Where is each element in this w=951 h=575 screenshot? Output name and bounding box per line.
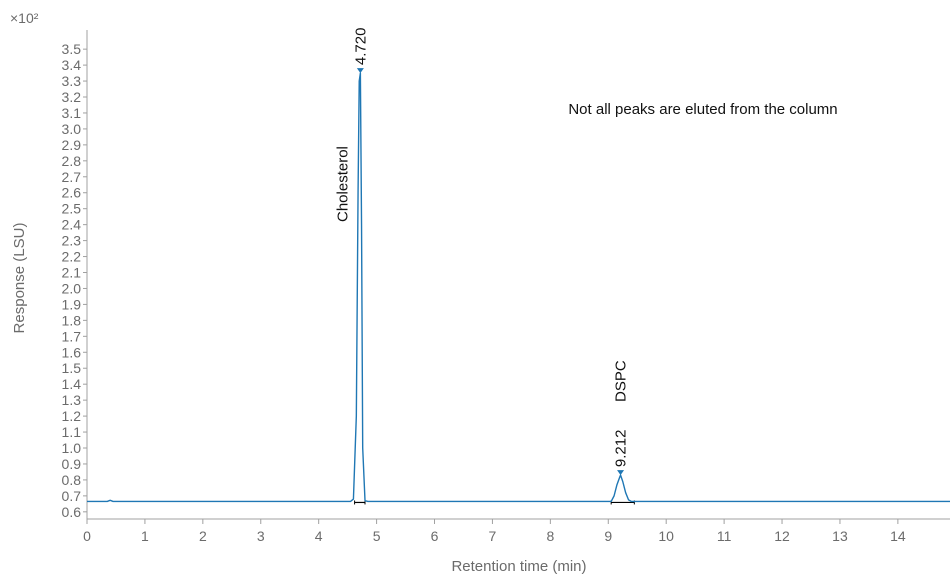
y-tick-label: 2.2	[62, 249, 82, 265]
y-tick-label: 1.9	[62, 296, 82, 312]
x-tick-label: 5	[373, 528, 381, 544]
x-tick-label: 9	[604, 528, 612, 544]
y-multiplier-label: ×10²	[10, 10, 39, 26]
chromatogram-trace	[87, 72, 950, 503]
y-tick-label: 1.3	[62, 392, 82, 408]
y-tick-label: 1.8	[62, 312, 82, 328]
peak-marker	[617, 470, 625, 476]
y-axis-title: Response (LSU)	[11, 223, 28, 334]
y-tick-label: 1.7	[62, 328, 82, 344]
y-tick-label: 1.4	[62, 376, 82, 392]
peak-time-label: 4.720	[352, 28, 369, 66]
x-axis: 0 1 2 3 4 5 6 7 8 9 10 11 12 13 14	[83, 518, 950, 544]
y-tick-label: 2.1	[62, 265, 82, 281]
plot-area: 4.720 Cholesterol 9.212 DSPC	[87, 28, 950, 505]
y-tick-label: 3.1	[62, 105, 82, 121]
x-axis-title: Retention time (min)	[451, 558, 586, 575]
y-tick-label: 2.9	[62, 137, 82, 153]
y-tick-label: 3.0	[62, 121, 82, 137]
peak-marker	[356, 68, 364, 74]
peak-compound-label: Cholesterol	[334, 146, 351, 222]
y-tick-label: 0.8	[62, 472, 82, 488]
x-tick-label: 8	[546, 528, 554, 544]
y-tick-label: 2.0	[62, 280, 82, 296]
y-tick-label: 1.1	[62, 424, 82, 440]
peak-time-label: 9.212	[613, 430, 630, 468]
y-tick-label: 0.9	[62, 456, 82, 472]
x-tick-label: 12	[774, 528, 790, 544]
x-tick-label: 13	[832, 528, 848, 544]
y-tick-label: 2.5	[62, 201, 82, 217]
x-tick-label: 10	[658, 528, 674, 544]
x-tick-label: 2	[199, 528, 207, 544]
y-tick-label: 1.6	[62, 344, 82, 360]
y-tick-label: 2.7	[62, 169, 82, 185]
x-tick-label: 0	[83, 528, 91, 544]
y-tick-label: 3.3	[62, 73, 82, 89]
y-tick-label: 2.4	[62, 217, 82, 233]
y-tick-label: 1.5	[62, 360, 82, 376]
peak-compound-label: DSPC	[613, 360, 630, 402]
y-tick-label: 0.6	[62, 504, 82, 520]
x-tick-label: 7	[489, 528, 497, 544]
y-tick-label: 2.3	[62, 233, 82, 249]
y-axis: 0.60.70.80.91.01.11.21.31.41.51.61.71.81…	[62, 30, 88, 520]
x-tick-label: 14	[890, 528, 906, 544]
x-tick-label: 4	[315, 528, 323, 544]
annotation-note: Not all peaks are eluted from the column	[568, 101, 837, 118]
y-tick-label: 3.2	[62, 89, 82, 105]
x-tick-label: 3	[257, 528, 265, 544]
y-tick-label: 1.2	[62, 408, 82, 424]
y-tick-label: 2.8	[62, 153, 82, 169]
y-tick-label: 3.5	[62, 41, 82, 57]
y-tick-label: 0.7	[62, 488, 82, 504]
y-tick-label: 2.6	[62, 185, 82, 201]
x-tick-label: 11	[717, 528, 732, 544]
y-tick-label: 1.0	[62, 440, 82, 456]
x-tick-label: 1	[141, 528, 149, 544]
y-tick-label: 3.4	[62, 57, 82, 73]
x-tick-label: 6	[431, 528, 439, 544]
